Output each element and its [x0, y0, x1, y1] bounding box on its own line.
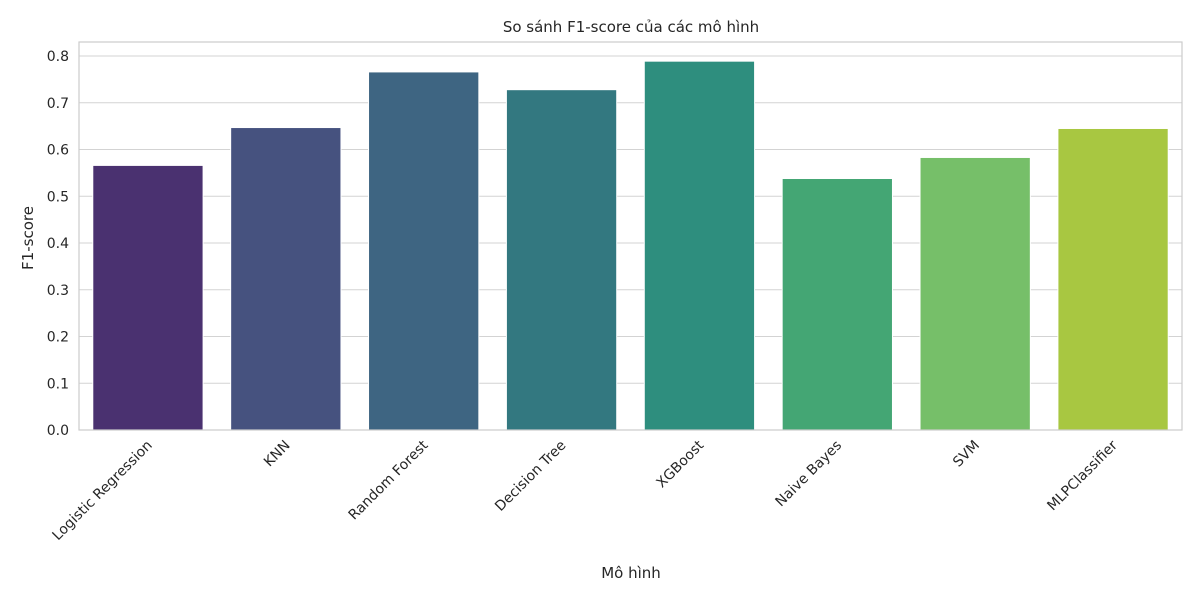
x-axis-ticks: Logistic Regression KNN Random Forest Decis…: [49, 437, 1121, 544]
bar-knn: [230, 127, 342, 431]
x-tick-label: Decision Tree: [492, 438, 569, 515]
x-tick-label: XGBoost: [654, 437, 708, 491]
y-tick-label: 0.8: [47, 49, 69, 65]
y-axis-ticks: 0.0 0.1 0.2 0.3 0.4 0.5 0.6 0.7 0.8: [47, 49, 69, 439]
y-tick-label: 0.1: [47, 376, 69, 392]
x-tick-label: Random Forest: [346, 437, 432, 523]
x-tick-label: KNN: [261, 438, 294, 471]
x-axis-label: Mô hình: [601, 564, 661, 582]
y-tick-label: 0.4: [47, 236, 69, 252]
chart-title: So sánh F1-score của các mô hình: [503, 18, 759, 36]
x-tick-label: Logistic Regression: [49, 438, 155, 544]
y-tick-label: 0.5: [47, 189, 69, 205]
y-tick-label: 0.0: [47, 423, 69, 439]
y-tick-label: 0.6: [47, 143, 69, 159]
y-tick-label: 0.7: [47, 96, 69, 112]
x-tick-label: Naive Bayes: [773, 438, 846, 511]
y-axis-label: F1-score: [19, 206, 37, 270]
bar-logistic-regression: [92, 164, 204, 431]
plot-frame: [78, 41, 1183, 431]
y-tick-label: 0.2: [47, 330, 69, 346]
bars: [92, 60, 1169, 431]
bar-random-forest: [368, 71, 480, 431]
x-tick-label: SVM: [950, 438, 983, 471]
x-tick-label: MLPClassifier: [1044, 437, 1121, 514]
bar-xgboost: [643, 60, 756, 431]
bar-svm: [919, 156, 1031, 431]
bar-naive-bayes: [781, 178, 893, 431]
bar-mlpclassifier: [1057, 127, 1169, 431]
y-tick-label: 0.3: [47, 283, 69, 299]
bar-decision-tree: [505, 89, 618, 431]
